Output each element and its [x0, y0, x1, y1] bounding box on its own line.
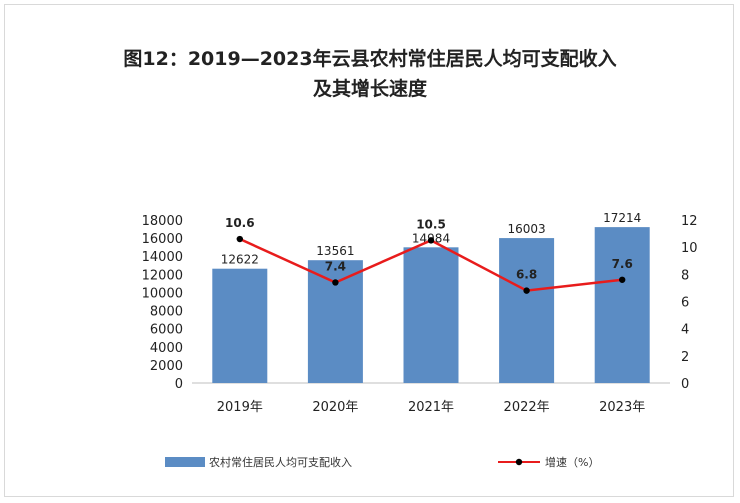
- growth-point: [332, 279, 339, 286]
- y-left-tick-label: 14000: [142, 250, 183, 265]
- bar: [594, 227, 650, 383]
- y-left-tick-label: 12000: [142, 268, 183, 283]
- growth-value-label: 6.8: [516, 268, 537, 282]
- x-tick-label: 2020年: [312, 400, 358, 415]
- growth-value-label: 7.6: [612, 257, 633, 271]
- legend-marker-growth: [515, 458, 523, 466]
- legend-label-growth: 增速（%）: [545, 455, 599, 469]
- y-left-tick-label: 8000: [150, 305, 183, 320]
- growth-value-label: 7.4: [325, 259, 346, 273]
- bar-value-label: 12622: [221, 253, 259, 267]
- growth-point: [523, 287, 530, 294]
- y-right-tick-label: 12: [681, 214, 698, 229]
- y-right-tick-label: 8: [681, 268, 689, 283]
- y-right-tick-label: 10: [681, 241, 698, 256]
- growth-value-label: 10.6: [225, 216, 255, 230]
- y-left-tick-label: 18000: [142, 214, 183, 229]
- bar-value-label: 17214: [603, 211, 641, 225]
- bar: [307, 260, 363, 383]
- y-left-tick-label: 16000: [142, 232, 183, 247]
- x-tick-label: 2021年: [408, 400, 454, 415]
- growth-value-label: 10.5: [416, 217, 446, 231]
- x-tick-label: 2022年: [504, 400, 550, 415]
- legend-label-income: 农村常住居民人均可支配收入: [209, 455, 352, 469]
- growth-point: [236, 235, 243, 243]
- growth-point: [427, 237, 435, 244]
- y-left-tick-label: 6000: [150, 323, 183, 338]
- plot-area: 0 2000 4000 6000 8000 10000 12000 14000 16000 180…: [142, 211, 698, 415]
- legend-swatch-income: [165, 457, 205, 467]
- bar-value-label: 13561: [316, 244, 354, 258]
- y-right-tick-label: 2: [681, 350, 689, 365]
- y-right-tick-label: 6: [681, 296, 689, 311]
- x-tick-label: 2023年: [599, 400, 645, 415]
- y-left-tick-label: 2000: [150, 359, 183, 374]
- bar-value-label: 16003: [508, 222, 546, 236]
- growth-point: [619, 276, 626, 283]
- y-right-tick-label: 0: [681, 377, 689, 392]
- y-left-tick-label: 10000: [142, 286, 183, 301]
- chart-title-line1: 图12：2019—2023年云县农村常住居民人均可支配收入: [123, 48, 617, 70]
- y-left-tick-label: 0: [175, 377, 183, 392]
- x-tick-label: 2019年: [217, 400, 263, 415]
- y-left-tick-label: 4000: [150, 341, 183, 356]
- y-right-tick-label: 4: [681, 323, 689, 338]
- bar: [403, 247, 459, 383]
- bar: [212, 268, 268, 383]
- legend: 农村常住居民人均可支配收入 增速（%）: [165, 455, 599, 469]
- chart-title-line2: 及其增长速度: [312, 78, 427, 100]
- bar: [499, 238, 555, 383]
